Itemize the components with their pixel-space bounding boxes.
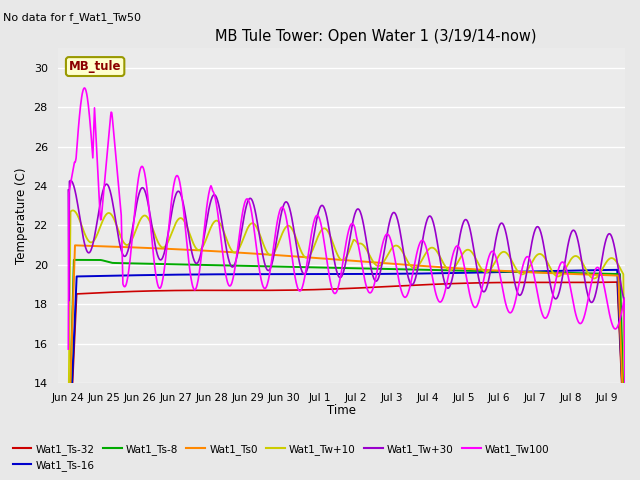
Text: No data for f_Wat1_Tw50: No data for f_Wat1_Tw50 <box>3 12 141 23</box>
Title: MB Tule Tower: Open Water 1 (3/19/14-now): MB Tule Tower: Open Water 1 (3/19/14-now… <box>214 29 536 44</box>
Legend: Wat1_Ts-32, Wat1_Ts-16, Wat1_Ts-8, Wat1_Ts0, Wat1_Tw+10, Wat1_Tw+30, Wat1_Tw100: Wat1_Ts-32, Wat1_Ts-16, Wat1_Ts-8, Wat1_… <box>8 439 554 475</box>
X-axis label: Time: Time <box>327 404 356 417</box>
Y-axis label: Temperature (C): Temperature (C) <box>15 168 28 264</box>
Text: MB_tule: MB_tule <box>69 60 122 73</box>
